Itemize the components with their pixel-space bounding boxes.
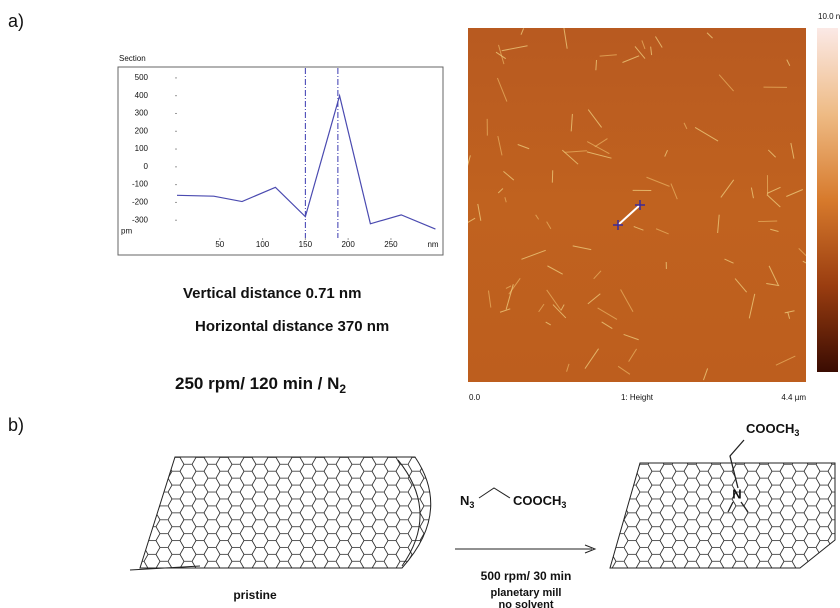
pristine-tube — [140, 457, 431, 568]
section-title: Section — [119, 54, 146, 63]
product-ester: COOCH3 — [746, 421, 799, 438]
figure: a) b) Section Vertical distance 0.71 nm … — [0, 0, 840, 608]
conditions-text: 250 rpm/ 120 min / N — [175, 374, 339, 393]
y-tick-label: 300 — [135, 109, 149, 118]
x-tick-label: 250 — [384, 240, 398, 249]
image-x-start: 0.0 — [469, 393, 481, 402]
reagent-n-sub: 3 — [469, 500, 474, 510]
reagent-bonds — [479, 488, 510, 498]
image-channel: 1: Height — [621, 393, 654, 402]
reagent: N3 — [460, 493, 474, 510]
y-tick-label: 400 — [135, 91, 149, 100]
reaction-arrow — [455, 545, 595, 553]
y-tick-label: -300 — [132, 215, 149, 224]
y-unit: pm — [121, 226, 132, 235]
horizontal-distance: Horizontal distance 370 nm — [195, 318, 389, 335]
y-tick-label: -100 — [132, 180, 149, 189]
y-tick-label: 100 — [135, 144, 149, 153]
x-tick-label: 150 — [299, 240, 313, 249]
x-tick-label: 200 — [341, 240, 355, 249]
x-tick-label: 100 — [256, 240, 270, 249]
conditions-sub: 2 — [339, 382, 346, 396]
start-label: pristine — [233, 588, 277, 602]
reagent-ester-text: COOCH — [513, 493, 561, 508]
reagent-ester-sub: 3 — [561, 500, 566, 510]
product-ester-text: COOCH — [746, 421, 794, 436]
condition-mill: planetary mill — [491, 587, 562, 599]
panel-label: b) — [8, 415, 24, 435]
vertical-distance: Vertical distance 0.71 nm — [183, 285, 361, 302]
x-tick-label: 50 — [215, 240, 224, 249]
product-n: N — [732, 486, 741, 501]
reagent-n: N — [460, 493, 469, 508]
afm-fiber — [758, 221, 777, 222]
image-x-end: 4.4 µm — [781, 393, 806, 402]
product-ester-sub: 3 — [794, 428, 799, 438]
product-tube — [610, 463, 835, 568]
color-bar — [817, 28, 838, 372]
y-tick-label: -200 — [132, 198, 149, 207]
y-tick-label: 500 — [135, 73, 149, 82]
afm-fiber — [596, 60, 597, 70]
y-tick-label: 0 — [144, 162, 149, 171]
reagent-ester: COOCH3 — [513, 493, 566, 510]
section-frame — [118, 67, 443, 255]
condition-speed: 500 rpm/ 30 min — [481, 569, 572, 583]
condition-solvent: no solvent — [498, 599, 553, 608]
page: a) b) Section Vertical distance 0.71 nm … — [0, 0, 840, 608]
x-unit: nm — [427, 240, 438, 249]
color-bar-max: 10.0 nm — [818, 12, 840, 21]
conditions: 250 rpm/ 120 min / N2 — [175, 374, 346, 396]
y-tick-label: 200 — [135, 126, 149, 135]
panel-label: a) — [8, 11, 24, 31]
